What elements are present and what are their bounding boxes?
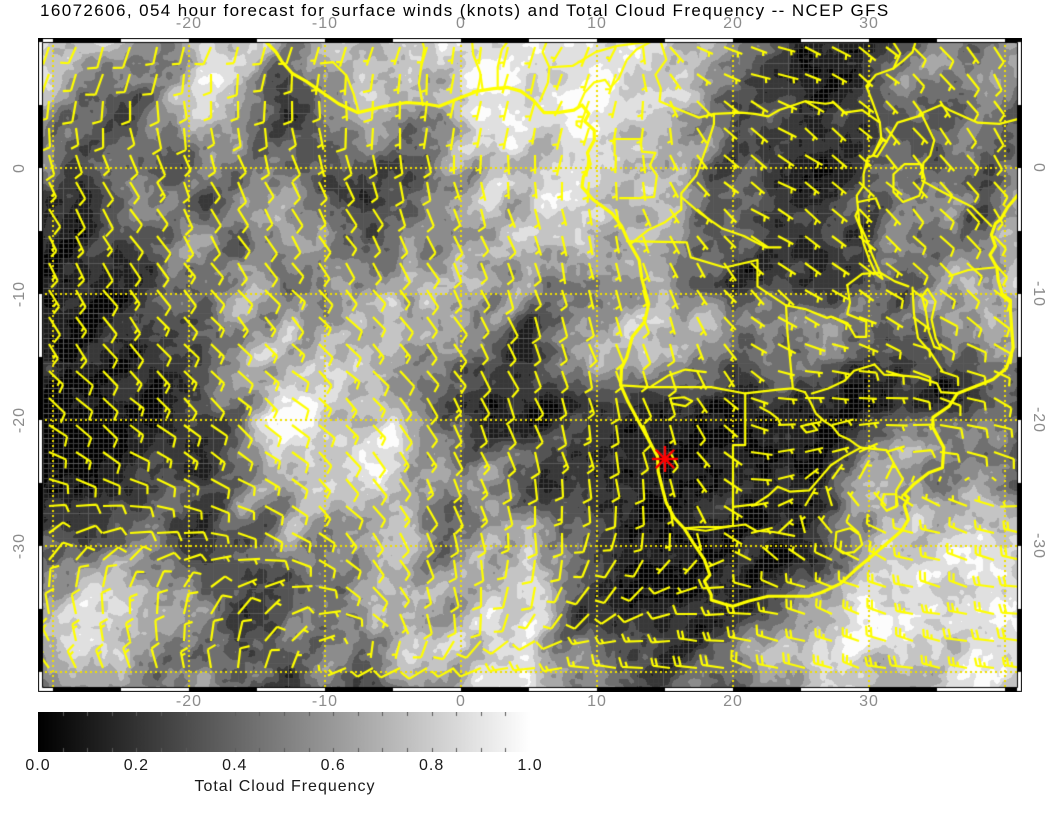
- lon-tick-label-bottom: 10: [587, 693, 607, 710]
- lon-tick-label-top: 30: [859, 15, 879, 32]
- lon-tick-label-top: 0: [456, 15, 466, 32]
- colorbar-tick-label: 1.0: [517, 757, 543, 774]
- lat-tick-label-left: -10: [11, 280, 28, 308]
- colorbar-tick-label: 0.0: [25, 757, 51, 774]
- colorbar-tick-label: 0.8: [418, 757, 445, 774]
- lon-tick-label-bottom: -10: [311, 693, 339, 710]
- lat-tick-label-left: -20: [11, 406, 28, 433]
- colorbar-gradient: [38, 712, 530, 752]
- lon-tick-label-top: 20: [723, 15, 743, 32]
- lat-tick-label-left: -30: [11, 532, 28, 559]
- colorbar-tick-label: 0.2: [123, 757, 150, 774]
- colorbar-caption: Total Cloud Frequency: [194, 778, 376, 795]
- lat-tick-label-right: -20: [1030, 406, 1047, 433]
- lon-tick-label-bottom: 20: [723, 693, 743, 710]
- colorbar-tick-label: 0.6: [320, 757, 346, 774]
- lon-tick-label-top: -20: [175, 15, 203, 32]
- map-plot-canvas: [38, 38, 1022, 692]
- colorbar-tick-label: 0.4: [222, 757, 248, 774]
- lon-tick-label-top: -10: [311, 15, 339, 32]
- page-title: 16072606, 054 hour forecast for surface …: [40, 1, 890, 20]
- lat-tick-label-right: -10: [1030, 280, 1047, 308]
- lat-tick-label-left: 0: [11, 163, 28, 173]
- lon-tick-label-bottom: 0: [456, 693, 466, 710]
- lat-tick-label-right: -30: [1030, 532, 1047, 559]
- lat-tick-label-right: 0: [1030, 163, 1047, 173]
- lon-tick-label-bottom: 30: [859, 693, 879, 710]
- lon-tick-label-top: 10: [587, 15, 607, 32]
- lon-tick-label-bottom: -20: [175, 693, 203, 710]
